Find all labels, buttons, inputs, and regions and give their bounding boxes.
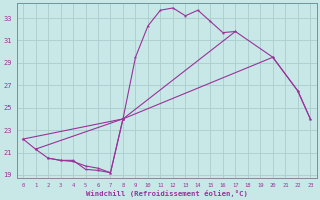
X-axis label: Windchill (Refroidissement éolien,°C): Windchill (Refroidissement éolien,°C) bbox=[86, 190, 248, 197]
